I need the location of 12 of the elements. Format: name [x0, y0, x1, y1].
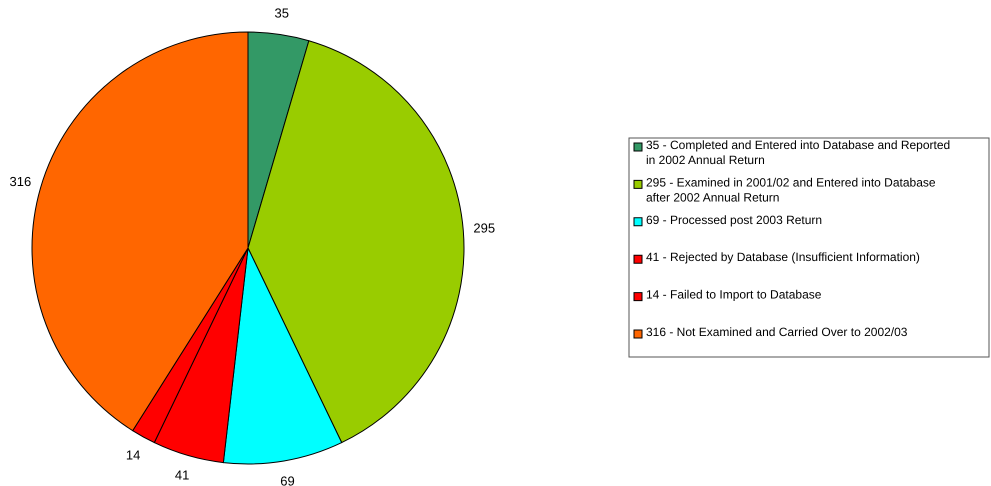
- data-label: 35: [274, 5, 289, 20]
- data-label: 295: [473, 220, 496, 236]
- legend-label: 35 - Completed and Entered into Database and Reported in 2002 Annual Return: [646, 138, 950, 167]
- legend-label: 14 - Failed to Import to Database: [646, 288, 822, 302]
- data-label: 41: [174, 468, 190, 483]
- data-label: 14: [126, 447, 140, 462]
- legend-label: 41 - Rejected by Database (Insufficient Information): [646, 250, 920, 264]
- legend-label: 295 - Examined in 2001/02 and Entered into Database after 2002 Annual Return: [646, 175, 936, 204]
- legend-label: 69 - Processed post 2003 Return: [646, 212, 822, 227]
- data-label: 69: [280, 474, 295, 486]
- legend-label: 316 - Not Examined and Carried Over to 2002/03: [646, 325, 908, 339]
- data-label: 316: [9, 174, 32, 190]
